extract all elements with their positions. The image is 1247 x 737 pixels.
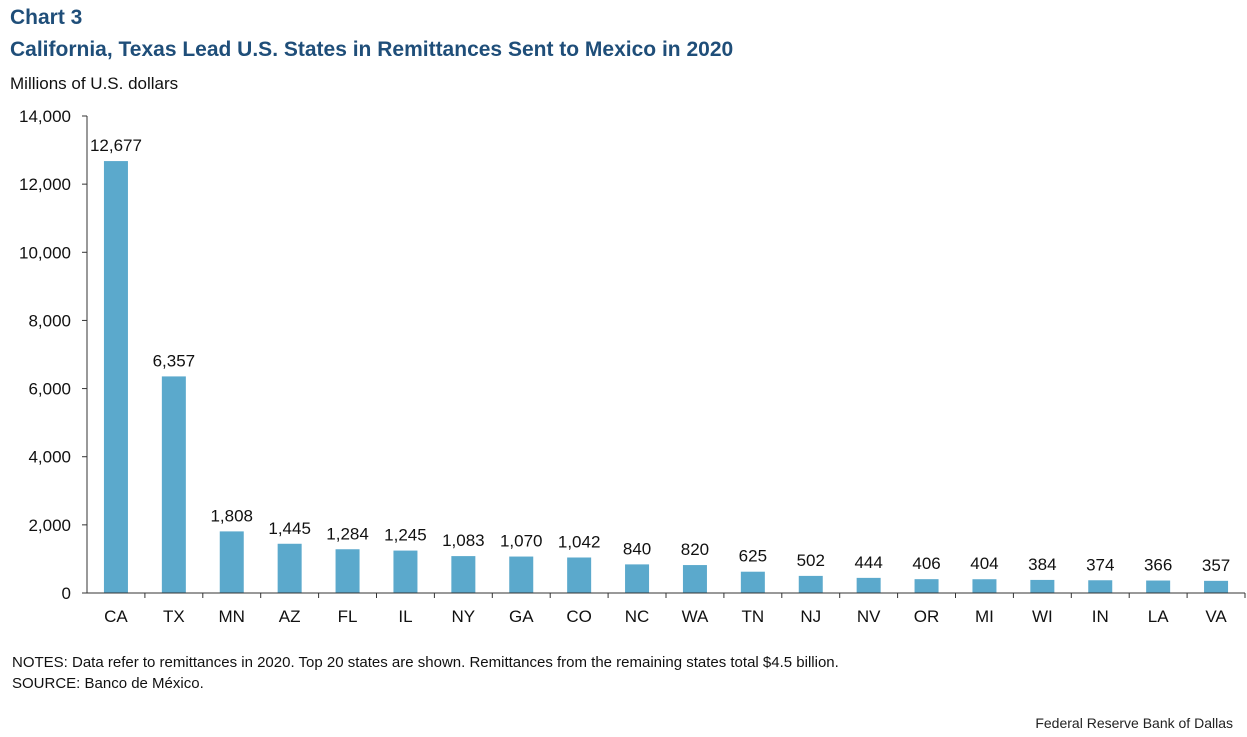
source-line: SOURCE: Banco de México. bbox=[12, 675, 204, 692]
bar-value-label: 357 bbox=[1202, 556, 1230, 575]
bar bbox=[451, 556, 476, 593]
bar bbox=[103, 161, 128, 593]
chart-number: Chart 3 bbox=[10, 6, 83, 29]
x-tick-label: TN bbox=[742, 607, 765, 626]
bar bbox=[1204, 580, 1229, 593]
bar-value-label: 404 bbox=[970, 554, 998, 573]
bar bbox=[682, 565, 707, 593]
bar-value-label: 1,284 bbox=[326, 524, 369, 543]
y-tick-label: 14,000 bbox=[19, 107, 71, 126]
bar bbox=[740, 571, 765, 593]
bar-value-label: 1,445 bbox=[268, 519, 311, 538]
bar bbox=[972, 579, 997, 593]
bar bbox=[914, 579, 939, 593]
x-tick-label: WI bbox=[1032, 607, 1053, 626]
x-tick-label: MI bbox=[975, 607, 994, 626]
bar bbox=[277, 543, 302, 593]
x-tick-label: LA bbox=[1148, 607, 1169, 626]
x-tick-label: OR bbox=[914, 607, 940, 626]
bars-group: 12,677 6,357 1,808 1,445 1,284 1,245 1,083 1,07… bbox=[90, 136, 1230, 593]
bar bbox=[219, 531, 244, 593]
x-tick-label: MN bbox=[219, 607, 245, 626]
y-tick-label: 8,000 bbox=[28, 311, 71, 330]
y-axis: 0 2,000 4,000 6,000 8,000 10,000 12,000 14,000 bbox=[19, 107, 88, 603]
bar bbox=[1088, 580, 1113, 593]
bar bbox=[393, 550, 418, 593]
x-tick-label: TX bbox=[163, 607, 185, 626]
y-axis-unit-label: Millions of U.S. dollars bbox=[10, 74, 179, 93]
x-tick-label: NV bbox=[857, 607, 881, 626]
x-tick-label: NJ bbox=[800, 607, 821, 626]
bar-value-label: 625 bbox=[739, 547, 767, 566]
x-tick-label: IN bbox=[1092, 607, 1109, 626]
y-tick-label: 0 bbox=[62, 584, 71, 603]
y-tick-label: 12,000 bbox=[19, 175, 71, 194]
x-tick-label: FL bbox=[338, 607, 358, 626]
bar-chart: 02,0004,0006,0008,00010,00012,00014,000 … bbox=[19, 107, 1246, 626]
x-tick-label: IL bbox=[398, 607, 412, 626]
bar-value-label: 820 bbox=[681, 540, 709, 559]
bar bbox=[798, 575, 823, 593]
bar bbox=[625, 564, 650, 593]
x-tick-label: VA bbox=[1205, 607, 1227, 626]
footer-source-org: Federal Reserve Bank of Dallas bbox=[1035, 715, 1233, 731]
bar-value-label: 840 bbox=[623, 539, 651, 558]
bar bbox=[567, 557, 592, 593]
x-tick-label: NY bbox=[452, 607, 476, 626]
bar-value-label: 374 bbox=[1086, 555, 1114, 574]
chart-notes: NOTES: Data refer to remittances in 2020… bbox=[12, 652, 839, 694]
bar bbox=[1030, 579, 1055, 593]
bar-value-label: 384 bbox=[1028, 555, 1056, 574]
bar-value-label: 502 bbox=[797, 551, 825, 570]
x-tick-label: NC bbox=[625, 607, 650, 626]
bar-value-label: 6,357 bbox=[153, 351, 196, 370]
bar-value-label: 1,245 bbox=[384, 526, 427, 545]
bar bbox=[509, 556, 534, 593]
bar-value-label: 444 bbox=[854, 553, 882, 572]
bar bbox=[856, 577, 881, 593]
bar-value-label: 1,042 bbox=[558, 532, 601, 551]
x-tick-label: AZ bbox=[279, 607, 301, 626]
bar-value-label: 406 bbox=[912, 554, 940, 573]
x-tick-label: GA bbox=[509, 607, 534, 626]
x-tick-label: WA bbox=[682, 607, 709, 626]
bar-value-label: 1,083 bbox=[442, 531, 485, 550]
bar-value-label: 366 bbox=[1144, 556, 1172, 575]
bar bbox=[335, 549, 360, 593]
bar bbox=[1146, 580, 1171, 593]
y-tick-label: 4,000 bbox=[28, 448, 71, 467]
bar-value-label: 1,070 bbox=[500, 532, 543, 551]
bar-value-label: 1,808 bbox=[210, 506, 253, 525]
y-tick-label: 6,000 bbox=[28, 380, 71, 399]
x-axis: CA TX MN AZ FL IL NY GA CO NC WA TN NJ NV OR MI WI IN LA VA bbox=[87, 592, 1246, 626]
bar-value-label: 12,677 bbox=[90, 136, 142, 155]
chart-title: California, Texas Lead U.S. States in Re… bbox=[10, 38, 734, 61]
y-tick-label: 10,000 bbox=[19, 243, 71, 262]
y-tick-label: 2,000 bbox=[28, 516, 71, 535]
x-tick-label: CA bbox=[104, 607, 128, 626]
notes-line: NOTES: Data refer to remittances in 2020… bbox=[12, 654, 839, 671]
x-tick-label: CO bbox=[566, 607, 592, 626]
bar bbox=[161, 376, 186, 593]
